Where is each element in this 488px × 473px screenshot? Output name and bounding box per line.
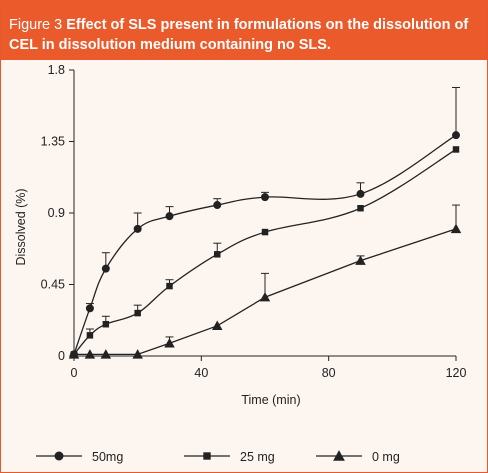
- data-point: [86, 332, 94, 339]
- data-point: [85, 304, 94, 313]
- y-tick-label: 0.45: [41, 278, 65, 292]
- data-point: [166, 282, 173, 290]
- data-point: [102, 320, 110, 328]
- y-tick-label: 1.35: [41, 135, 65, 149]
- legend-label: 50mg: [92, 450, 123, 464]
- data-point: [259, 291, 271, 302]
- figure-caption: Figure 3 Effect of SLS present in formul…: [9, 15, 479, 55]
- series-square: [70, 146, 460, 358]
- legend-item-circle: 50mg: [36, 450, 123, 464]
- x-tick-label: 0: [71, 366, 78, 380]
- data-point: [165, 212, 174, 221]
- series-triangle: [68, 204, 462, 359]
- data-point: [214, 251, 221, 258]
- chart-legend: 50mg 25 mg 0 mg: [36, 450, 400, 464]
- data-point: [261, 193, 269, 202]
- x-axis-title: Time (min): [241, 393, 300, 407]
- y-tick-label: 1.8: [48, 63, 65, 77]
- series-line: [73, 148, 457, 355]
- legend-marker: [54, 451, 64, 461]
- data-point: [261, 228, 269, 236]
- data-point: [134, 309, 141, 317]
- y-tick-label: 0: [58, 349, 65, 363]
- data-point: [450, 223, 462, 234]
- y-axis-title: Dissolved (%): [14, 188, 28, 265]
- data-point: [132, 349, 143, 359]
- data-point: [452, 146, 460, 153]
- data-point: [357, 204, 364, 212]
- data-point: [213, 201, 222, 210]
- x-tick-label: 40: [194, 366, 208, 380]
- legend-marker: [203, 452, 211, 460]
- figure-label: Figure 3: [9, 17, 63, 33]
- data-point: [68, 349, 80, 359]
- chart-axes: 0 0.45 0.9 1.35 1.8 0 40 80 120 Time (min) Dissolv…: [14, 63, 466, 407]
- data-point: [101, 264, 110, 273]
- data-point: [355, 255, 366, 265]
- chart-series: [68, 86, 462, 359]
- legend-item-square: 25 mg: [184, 450, 275, 464]
- x-tick-label: 120: [446, 366, 467, 380]
- legend-label: 0 mg: [372, 450, 400, 464]
- data-point: [164, 338, 175, 348]
- x-tick-label: 80: [322, 366, 336, 380]
- data-point: [84, 349, 96, 359]
- series-line: [73, 134, 457, 355]
- legend-marker: [333, 450, 345, 461]
- legend-label: 25 mg: [240, 450, 275, 464]
- legend-item-triangle: 0 mg: [316, 450, 400, 464]
- data-point: [212, 320, 223, 331]
- data-point: [100, 349, 112, 359]
- y-tick-label: 0.9: [48, 206, 65, 220]
- figure-header: Figure 3 Effect of SLS present in formul…: [1, 1, 487, 60]
- figure-title: Effect of SLS present in formulations on…: [9, 17, 469, 53]
- data-point: [356, 189, 365, 198]
- data-point: [452, 131, 460, 140]
- data-point: [133, 224, 142, 233]
